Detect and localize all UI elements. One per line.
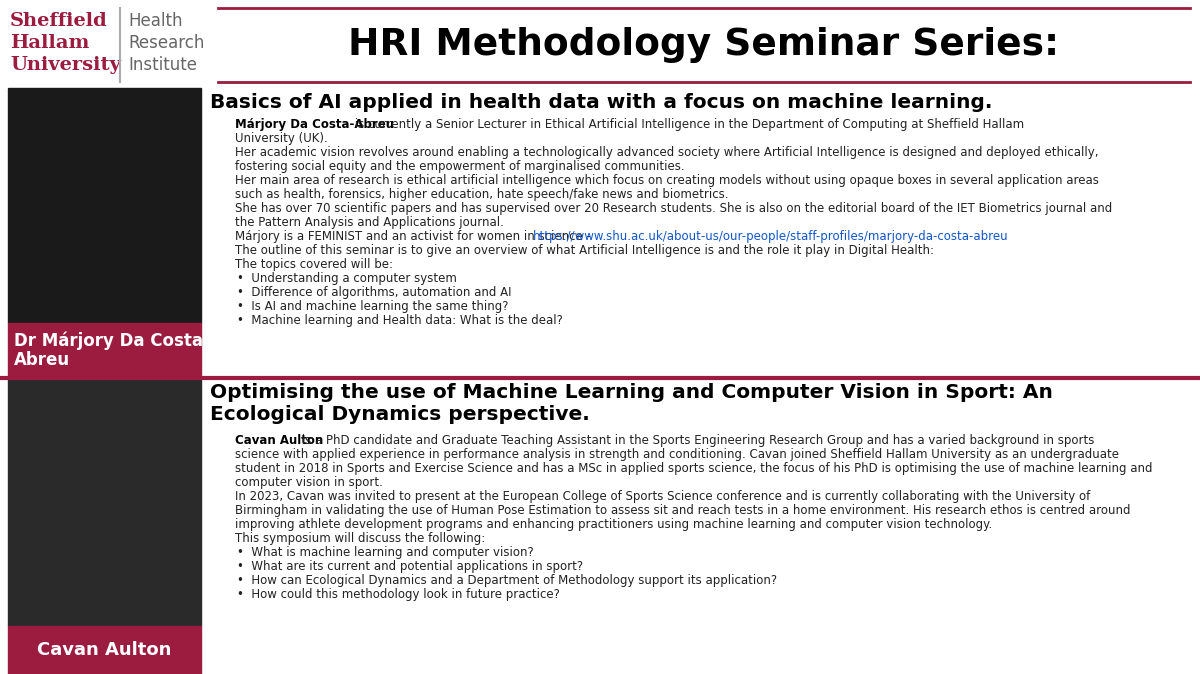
Text: HRI Methodology Seminar Series:: HRI Methodology Seminar Series: — [348, 27, 1060, 63]
Text: University (UK).: University (UK). — [235, 132, 328, 145]
Text: Ecological Dynamics perspective.: Ecological Dynamics perspective. — [210, 405, 589, 424]
Text: https://www.shu.ac.uk/about-us/our-people/staff-profiles/marjory-da-costa-abreu: https://www.shu.ac.uk/about-us/our-peopl… — [533, 230, 1009, 243]
Text: the Pattern Analysis and Applications journal.: the Pattern Analysis and Applications jo… — [235, 216, 504, 229]
Text: Hallam: Hallam — [10, 34, 89, 52]
Text: She has over 70 scientific papers and has supervised over 20 Research students. : She has over 70 scientific papers and ha… — [235, 202, 1112, 215]
Text: In 2023, Cavan was invited to present at the European College of Sports Science : In 2023, Cavan was invited to present at… — [235, 490, 1091, 503]
Text: The outline of this seminar is to give an overview of what Artificial Intelligen: The outline of this seminar is to give a… — [235, 244, 934, 257]
Text: is currently a Senior Lecturer in Ethical Artificial Intelligence in the Departm: is currently a Senior Lecturer in Ethica… — [350, 118, 1024, 131]
Text: This symposium will discuss the following:: This symposium will discuss the followin… — [235, 532, 485, 545]
Text: •  What are its current and potential applications in sport?: • What are its current and potential app… — [238, 560, 583, 573]
Text: •  What is machine learning and computer vision?: • What is machine learning and computer … — [238, 546, 534, 559]
Text: Márjory is a FEMINIST and an activist for women in science -: Márjory is a FEMINIST and an activist fo… — [235, 230, 595, 243]
Bar — [0, 0, 1200, 88]
Text: student in 2018 in Sports and Exercise Science and has a MSc in applied sports s: student in 2018 in Sports and Exercise S… — [235, 462, 1152, 475]
Text: science with applied experience in performance analysis in strength and conditio: science with applied experience in perfo… — [235, 448, 1120, 461]
Text: Abreu: Abreu — [14, 351, 70, 369]
Text: University: University — [10, 56, 121, 74]
Text: Dr Márjory Da Costa-: Dr Márjory Da Costa- — [14, 331, 210, 350]
Bar — [8, 88, 202, 323]
Text: The topics covered will be:: The topics covered will be: — [235, 258, 394, 271]
Text: Her academic vision revolves around enabling a technologically advanced society : Her academic vision revolves around enab… — [235, 146, 1098, 159]
Text: •  Difference of algorithms, automation and AI: • Difference of algorithms, automation a… — [238, 286, 511, 299]
Text: is a PhD candidate and Graduate Teaching Assistant in the Sports Engineering Res: is a PhD candidate and Graduate Teaching… — [299, 434, 1094, 447]
Text: fostering social equity and the empowerment of marginalised communities.: fostering social equity and the empowerm… — [235, 160, 685, 173]
Text: Cavan Aulton: Cavan Aulton — [37, 641, 172, 659]
Text: Márjory Da Costa-Abreu: Márjory Da Costa-Abreu — [235, 118, 394, 131]
Text: Her main area of research is ethical artificial intelligence which focus on crea: Her main area of research is ethical art… — [235, 174, 1099, 187]
Bar — [8, 626, 202, 674]
Text: Health: Health — [128, 12, 182, 30]
Bar — [8, 378, 202, 626]
Bar — [0, 88, 1200, 378]
Text: improving athlete development programs and enhancing practitioners using machine: improving athlete development programs a… — [235, 518, 992, 531]
Text: Optimising the use of Machine Learning and Computer Vision in Sport: An: Optimising the use of Machine Learning a… — [210, 383, 1052, 402]
Text: •  How could this methodology look in future practice?: • How could this methodology look in fut… — [238, 588, 560, 601]
Text: such as health, forensics, higher education, hate speech/fake news and biometric: such as health, forensics, higher educat… — [235, 188, 728, 201]
Text: •  Understanding a computer system: • Understanding a computer system — [238, 272, 457, 285]
Text: Cavan Aulton: Cavan Aulton — [235, 434, 323, 447]
Text: Birmingham in validating the use of Human Pose Estimation to assess sit and reac: Birmingham in validating the use of Huma… — [235, 504, 1130, 517]
Bar — [0, 378, 1200, 674]
Text: Basics of AI applied in health data with a focus on machine learning.: Basics of AI applied in health data with… — [210, 93, 992, 112]
Text: computer vision in sport.: computer vision in sport. — [235, 476, 383, 489]
Text: Sheffield: Sheffield — [10, 12, 108, 30]
Text: •  Is AI and machine learning the same thing?: • Is AI and machine learning the same th… — [238, 300, 509, 313]
Text: Institute: Institute — [128, 56, 197, 74]
Text: Research: Research — [128, 34, 204, 52]
Text: •  Machine learning and Health data: What is the deal?: • Machine learning and Health data: What… — [238, 314, 563, 327]
Text: •  How can Ecological Dynamics and a Department of Methodology support its appli: • How can Ecological Dynamics and a Depa… — [238, 574, 778, 587]
Bar — [8, 323, 202, 378]
